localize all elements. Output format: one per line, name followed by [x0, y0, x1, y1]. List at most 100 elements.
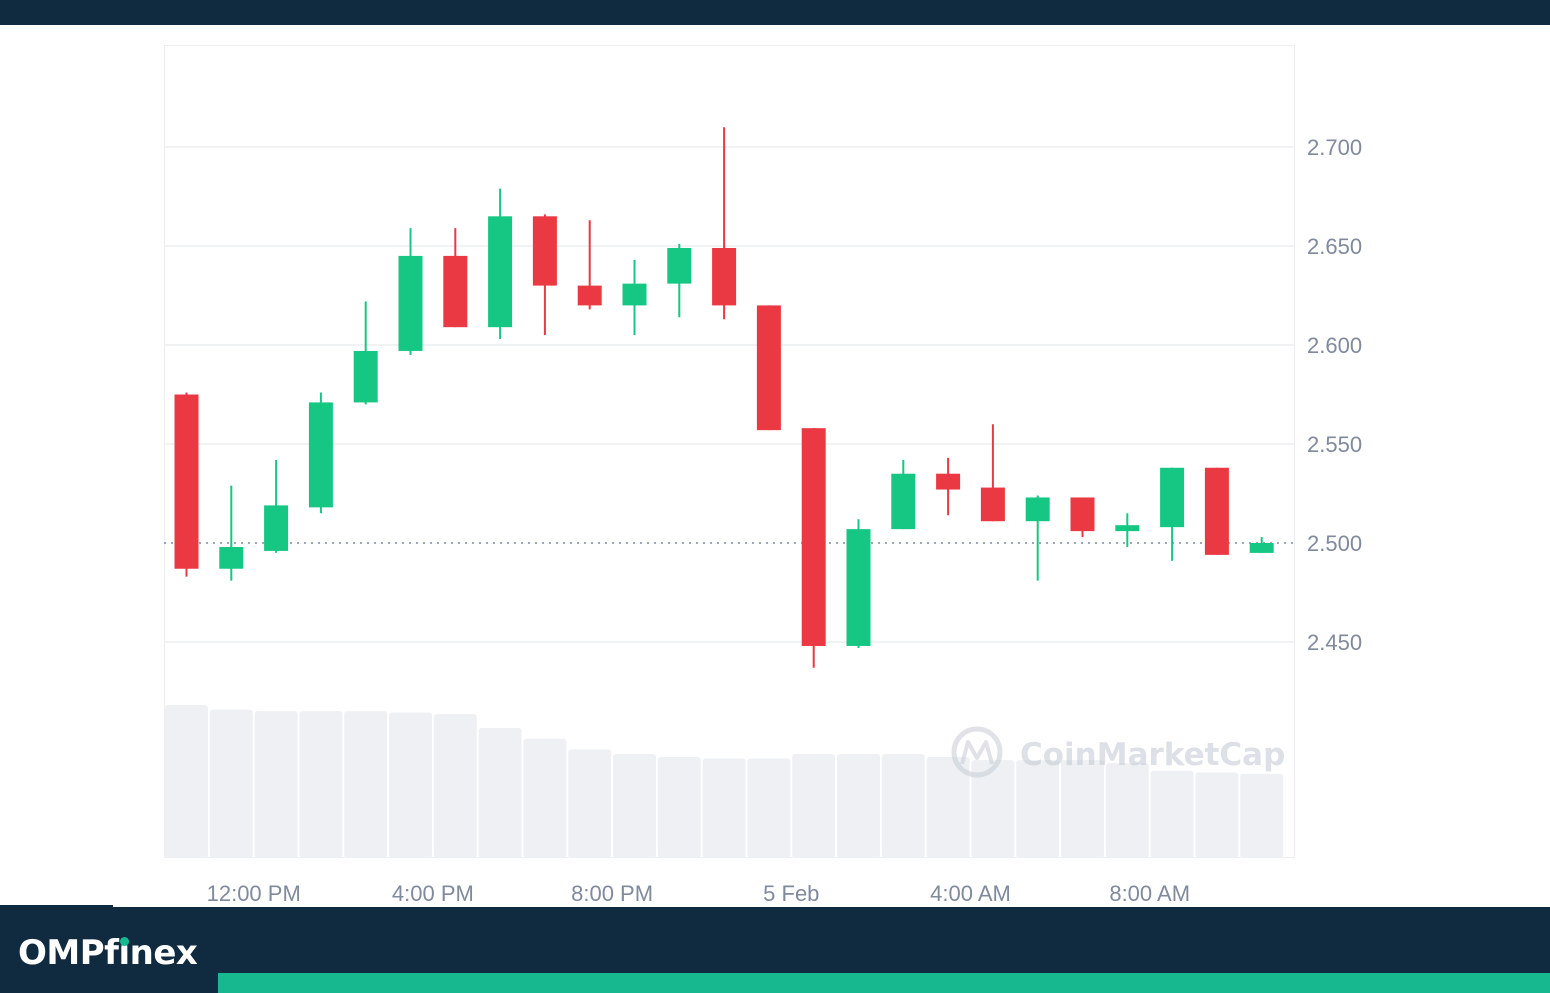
- candle-body: [1025, 497, 1050, 522]
- candle-body: [353, 350, 378, 403]
- x-tick-label: 8:00 PM: [571, 881, 653, 906]
- volume-bar: [837, 753, 880, 858]
- candle-down: [801, 428, 826, 668]
- candle-up: [622, 259, 647, 336]
- logo-text-i: i: [118, 933, 130, 973]
- logo-i-letter: i: [118, 933, 130, 973]
- volume-bar: [926, 757, 970, 858]
- candle-body: [308, 402, 333, 508]
- candle-up: [398, 228, 423, 355]
- volume-bar: [1105, 763, 1149, 858]
- volume-bar: [1150, 770, 1194, 858]
- y-tick-label: 2.700: [1307, 135, 1362, 160]
- candle-up: [891, 459, 916, 530]
- volume-bar: [1240, 773, 1284, 858]
- logo-text-suffix: nex: [129, 933, 198, 973]
- candle-down: [577, 220, 602, 310]
- candle-down: [1204, 467, 1229, 555]
- x-axis-labels: 12:00 PM 4:00 PM 8:00 PM 5 Feb 4:00 AM 8:00 A…: [207, 881, 1190, 906]
- x-tick-label: 12:00 PM: [207, 881, 301, 906]
- coinmarketcap-watermark: CoinMarketCap: [951, 726, 1285, 778]
- x-tick-label: 4:00 AM: [930, 881, 1011, 906]
- candle-body: [712, 247, 737, 306]
- y-axis-labels: 2.700 2.650 2.600 2.550 2.500 2.450: [1307, 135, 1362, 655]
- candle-body: [801, 428, 826, 646]
- candle-down: [712, 127, 737, 320]
- candle-up: [488, 188, 513, 340]
- watermark-text: CoinMarketCap: [1020, 737, 1285, 773]
- volume-bar: [747, 758, 791, 858]
- volume-bar: [568, 749, 612, 858]
- y-tick-label: 2.650: [1307, 234, 1362, 259]
- volume-bar: [702, 758, 746, 858]
- volume-bar: [1061, 760, 1104, 858]
- candle-up: [667, 244, 692, 318]
- candle-body: [1204, 467, 1229, 555]
- candle-body: [1115, 525, 1140, 532]
- candle-up: [1115, 513, 1140, 547]
- volume-bar: [1195, 772, 1239, 858]
- volume-bar: [1016, 760, 1060, 858]
- candle-down: [1070, 497, 1095, 538]
- candle-up: [264, 459, 289, 553]
- candle-body: [1160, 467, 1185, 528]
- x-tick-label: 5 Feb: [763, 881, 819, 906]
- candle-body: [488, 216, 513, 328]
- volume-bar: [523, 738, 567, 858]
- candle-up: [308, 392, 333, 514]
- candle-body: [264, 505, 289, 551]
- candle-down: [756, 305, 781, 431]
- volume-bar: [433, 714, 477, 858]
- candle-down: [174, 392, 199, 577]
- y-tick-label: 2.600: [1307, 333, 1362, 358]
- candle-up: [1025, 495, 1050, 581]
- volume-bar: [881, 753, 925, 858]
- footer-edge: [0, 905, 113, 908]
- candle-body: [891, 473, 916, 530]
- candle-up: [846, 519, 871, 648]
- candle-body: [219, 546, 244, 569]
- volume-bar: [254, 711, 298, 858]
- coinmarketcap-logo-wave: [960, 740, 994, 765]
- candle-down: [936, 457, 961, 516]
- gridlines: [164, 146, 1294, 643]
- candle-body: [443, 255, 468, 328]
- x-tick-label: 4:00 PM: [392, 881, 474, 906]
- top-bar: [0, 0, 1550, 25]
- candle-up: [1249, 537, 1274, 553]
- candle-body: [667, 247, 692, 284]
- candles: [174, 127, 1274, 668]
- candle-body: [756, 305, 781, 431]
- candle-body: [577, 285, 602, 306]
- volume-bar: [657, 757, 701, 858]
- y-tick-label: 2.500: [1307, 531, 1362, 556]
- candle-down: [532, 214, 557, 336]
- volume-bar: [344, 711, 388, 858]
- volume-bar: [165, 705, 208, 858]
- y-tick-label: 2.550: [1307, 432, 1362, 457]
- y-tick-label: 2.450: [1307, 630, 1362, 655]
- candle-down: [980, 424, 1005, 522]
- logo-text-prefix: OMPf: [18, 933, 119, 973]
- candle-body: [1070, 497, 1095, 532]
- footer-accent-stripe: [218, 973, 1550, 993]
- volume-bar: [792, 753, 836, 858]
- volume-bars: [165, 705, 1284, 858]
- candle-body: [1249, 543, 1274, 553]
- candle-body: [398, 255, 423, 351]
- volume-bar: [971, 760, 1015, 858]
- candle-body: [846, 529, 871, 646]
- candle-body: [532, 216, 557, 286]
- candle-body: [174, 394, 199, 569]
- volume-bar: [478, 727, 522, 858]
- volume-bar: [209, 709, 253, 858]
- logo-dot-icon: [120, 937, 130, 946]
- volume-bar: [299, 711, 343, 858]
- x-tick-label: 8:00 AM: [1109, 881, 1190, 906]
- ompfinex-logo: OMPfi nex: [18, 933, 198, 973]
- coinmarketcap-logo-icon: [951, 726, 1003, 778]
- candle-body: [980, 487, 1005, 522]
- candle-up: [353, 301, 378, 405]
- candle-up: [219, 485, 244, 581]
